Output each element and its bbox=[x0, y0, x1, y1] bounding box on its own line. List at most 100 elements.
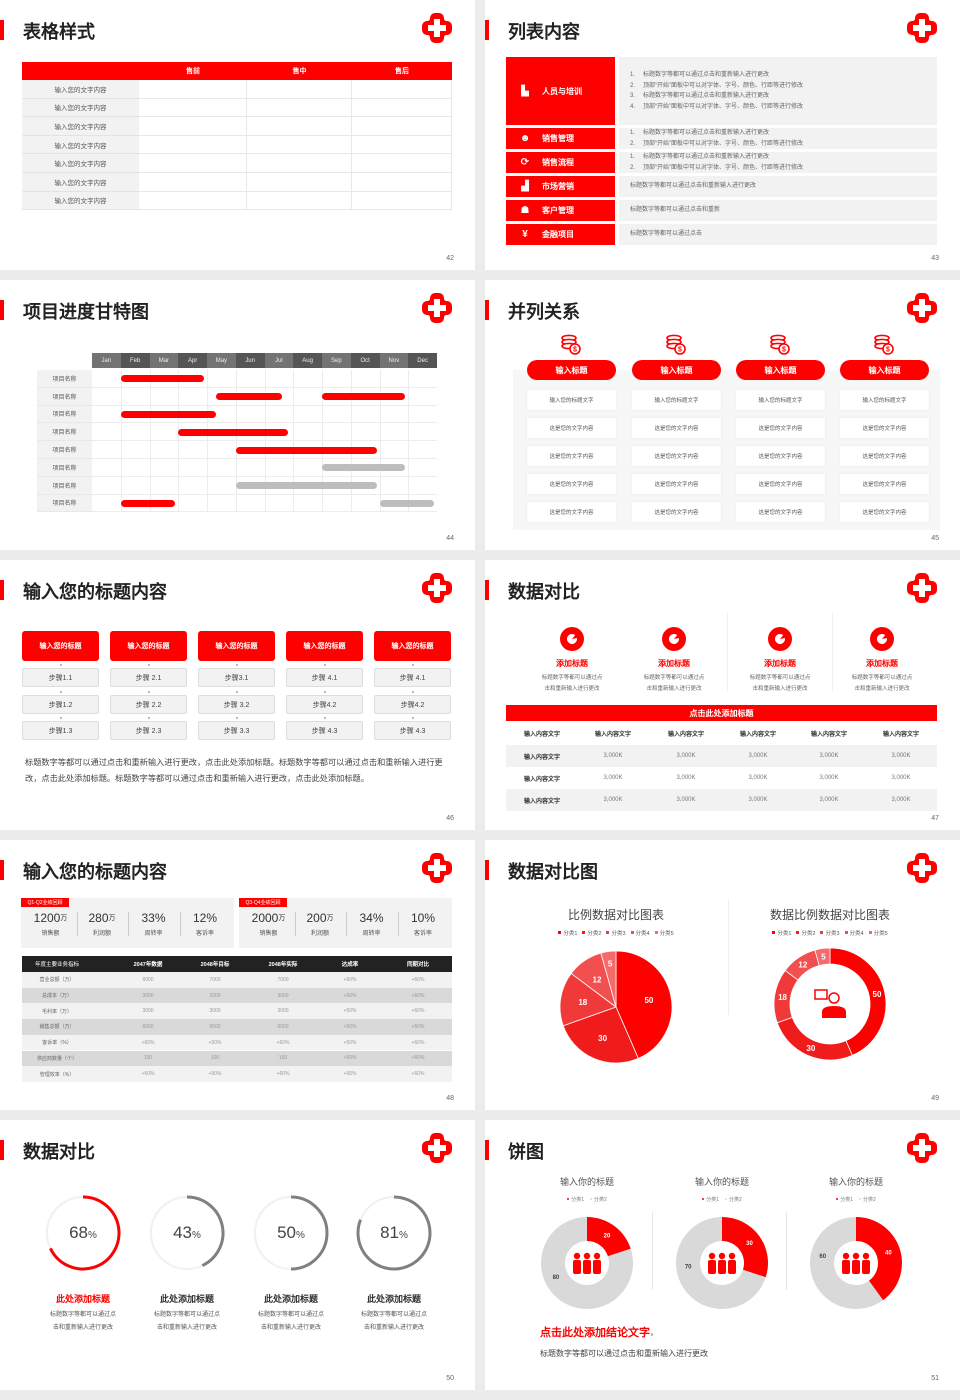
legend-item: 分类2 bbox=[590, 1196, 607, 1203]
slice-label: 60 bbox=[819, 1254, 826, 1260]
column-header-pill[interactable]: 输入标题 bbox=[527, 360, 616, 380]
gantt-bar-planned[interactable] bbox=[379, 500, 435, 507]
gantt-bar-active[interactable] bbox=[120, 500, 176, 507]
list-category-1[interactable]: ☻ 销售管理 bbox=[506, 128, 615, 149]
kpi-label: 利润额 bbox=[310, 930, 329, 937]
gantt-bar-planned[interactable] bbox=[235, 482, 377, 490]
person-head bbox=[828, 992, 840, 1004]
chart-legend: 分类1 分类2 bbox=[816, 1195, 896, 1203]
table-row-label: 输入您的文字内容 bbox=[22, 135, 139, 155]
step-box[interactable]: 步骤 4.1 bbox=[286, 668, 363, 687]
line-text: 标题数字等都可以通过点击和重新输入进行更改 bbox=[643, 154, 770, 160]
kpi-value-wrap: 12% bbox=[180, 910, 231, 926]
title-accent-bar bbox=[0, 300, 4, 320]
table-header-cell: 售前 bbox=[186, 68, 200, 75]
step-box[interactable]: 步骤 3.2 bbox=[198, 695, 275, 714]
table-cell: 供应商数量（个） bbox=[36, 1055, 77, 1062]
legend-label: 分类3 bbox=[825, 930, 840, 937]
line-number: 3. bbox=[630, 93, 636, 99]
legend-swatch bbox=[772, 931, 776, 934]
step-box[interactable]: 步骤 2.3 bbox=[110, 721, 187, 740]
step-header[interactable]: 输入您的标题 bbox=[198, 631, 275, 661]
ring-value-wrap: 50% bbox=[261, 1223, 321, 1243]
column-cell: 这是您的文字内容 bbox=[736, 474, 825, 494]
table-cell: +60% bbox=[141, 1039, 155, 1046]
kpi-unit: 万 bbox=[278, 915, 286, 922]
step-box[interactable]: 步骤1.1 bbox=[22, 668, 99, 687]
step-header[interactable]: 输入您的标题 bbox=[286, 631, 363, 661]
step-box[interactable]: 步骤1.2 bbox=[22, 695, 99, 714]
slide-42: 表格样式 42 售前 售中 售后 输入您的文字内容 输入您的文字内容 输入您的文字内容 输入您的… bbox=[0, 0, 475, 270]
table-header-cell: 输入内容文字 bbox=[667, 731, 704, 738]
column-header-pill[interactable]: 输入标题 bbox=[632, 360, 721, 380]
legend-label: 分类1 bbox=[706, 1196, 719, 1203]
step-header[interactable]: 输入您的标题 bbox=[22, 631, 99, 661]
line-number: 2. bbox=[630, 164, 636, 171]
step-box[interactable]: 步骤 4.1 bbox=[374, 668, 451, 687]
gantt-bar-active[interactable] bbox=[215, 393, 282, 401]
chart-legend: 分类1 分类2 bbox=[547, 1195, 627, 1203]
slide-title: 列表内容 bbox=[508, 22, 580, 42]
chart-title: 输入你的标题 bbox=[694, 1176, 749, 1187]
table-cell bbox=[352, 80, 452, 99]
month-header: Dec bbox=[408, 353, 437, 368]
gantt-bar-active[interactable] bbox=[120, 411, 216, 418]
feature-divider bbox=[832, 612, 833, 692]
line-text: 标题数字等都可以通过点击和重新输入进行更改 bbox=[630, 183, 757, 190]
step-box[interactable]: 步骤3.1 bbox=[198, 668, 275, 687]
gantt-bar-active[interactable] bbox=[120, 375, 205, 383]
ring-progress bbox=[290, 1195, 329, 1271]
table-cell bbox=[247, 173, 352, 192]
step-connector-dot bbox=[60, 664, 62, 666]
gantt-bar-active[interactable] bbox=[322, 393, 406, 401]
ring-title: 此处添加标题 bbox=[55, 1293, 110, 1304]
legend-swatch bbox=[590, 1198, 592, 1200]
step-box[interactable]: 步骤 2.1 bbox=[110, 668, 187, 687]
legend-item: 分类1 bbox=[558, 929, 577, 937]
step-header[interactable]: 输入您的标题 bbox=[110, 631, 187, 661]
step-box[interactable]: 步骤 3.3 bbox=[198, 721, 275, 740]
step-box[interactable]: 步骤4.2 bbox=[286, 695, 363, 714]
list-category-5[interactable]: ¥ 金融项目 bbox=[506, 224, 615, 245]
line-text: 标题数字等都可以通过点击和重新输入进行更改 bbox=[643, 130, 770, 136]
chart-slice bbox=[541, 1217, 633, 1309]
list-category-4[interactable]: ☗ 客户管理 bbox=[506, 200, 615, 221]
gantt-bar-planned[interactable] bbox=[322, 464, 406, 472]
table-cell: 客诉率（%） bbox=[42, 1040, 72, 1047]
page-number: 48 bbox=[446, 1095, 454, 1102]
step-box[interactable]: 步骤 4.3 bbox=[374, 721, 451, 740]
progress-ring bbox=[356, 1195, 432, 1271]
slide-title: 数据对比图 bbox=[508, 862, 598, 882]
logo-cross bbox=[913, 299, 931, 317]
logo-cross bbox=[428, 1139, 446, 1157]
page-number: 49 bbox=[931, 1095, 939, 1102]
table-cell: 3,000K bbox=[891, 797, 911, 803]
list-category-0[interactable]: ▙ 人员与培训 bbox=[506, 57, 615, 125]
line-text: 标题数字等都可以通过点击 bbox=[630, 231, 703, 238]
page-number: 51 bbox=[931, 1375, 939, 1382]
column-header-pill[interactable]: 输入标题 bbox=[736, 360, 825, 380]
step-header[interactable]: 输入您的标题 bbox=[374, 631, 451, 661]
gantt-bar-active[interactable] bbox=[178, 428, 288, 436]
title-accent-bar bbox=[0, 860, 4, 880]
step-box[interactable]: 步骤 2.2 bbox=[110, 695, 187, 714]
table-cell: 管理效率（%） bbox=[39, 1071, 75, 1078]
list-category-2[interactable]: ⟳ 销售流程 bbox=[506, 152, 615, 173]
column-header-pill[interactable]: 输入标题 bbox=[840, 360, 929, 380]
step-box[interactable]: 步骤 4.3 bbox=[286, 721, 363, 740]
category-label: 人员与培训 bbox=[542, 86, 582, 96]
coins-icon: $ bbox=[770, 334, 790, 355]
table-row bbox=[22, 972, 452, 988]
gantt-row-label: 项目名称 bbox=[37, 405, 92, 424]
list-category-3[interactable]: ▟ 市场营销 bbox=[506, 176, 615, 197]
column-cell: 这是您的文字内容 bbox=[632, 446, 721, 466]
kpi-unit: 万 bbox=[60, 915, 68, 922]
step-box[interactable]: 步骤4.2 bbox=[374, 695, 451, 714]
pie-chart-icon bbox=[870, 627, 894, 651]
gantt-bar-active[interactable] bbox=[235, 446, 377, 454]
ring-value-wrap: 43% bbox=[157, 1223, 217, 1243]
step-box[interactable]: 步骤1.3 bbox=[22, 721, 99, 740]
slice-label: 70 bbox=[685, 1265, 692, 1271]
chart-slice bbox=[562, 1006, 639, 1064]
